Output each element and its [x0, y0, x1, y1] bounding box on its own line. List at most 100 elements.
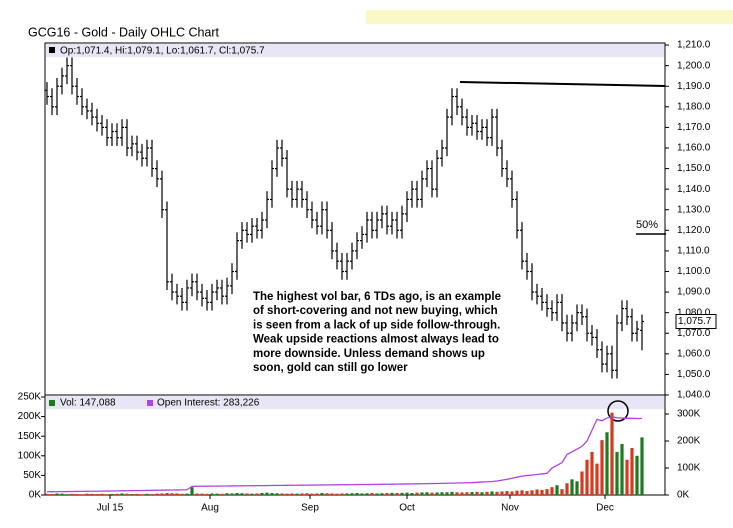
volume-bar	[520, 490, 524, 495]
volume-bar	[495, 491, 499, 495]
ohlc-legend: Op:1,071.4, Hi:1,079.1, Lo:1,061.7, Cl:1…	[60, 46, 265, 57]
volume-bar	[165, 493, 169, 495]
open-interest-line	[46, 416, 643, 493]
y-tick-label: 1,150.0	[677, 163, 711, 174]
volume-bar	[525, 491, 529, 495]
volume-bar	[600, 440, 604, 495]
volume-bar	[400, 492, 404, 495]
annotation: The highest vol bar, 6 TDs ago, is an ex…	[253, 291, 501, 374]
volume-bar	[415, 492, 419, 495]
volume-bar	[490, 491, 494, 495]
volume-bar	[185, 493, 189, 495]
volume-bar	[510, 491, 514, 495]
volume-bar	[460, 492, 464, 495]
volume-bar	[250, 493, 254, 495]
legend-swatch	[49, 47, 55, 53]
volume-bar	[55, 493, 59, 495]
volume-bar	[480, 492, 484, 495]
volume-bar	[310, 493, 314, 495]
highlight-circle	[607, 400, 629, 422]
volume-bar	[70, 493, 74, 495]
volume-bar	[225, 493, 229, 495]
volume-bar	[360, 493, 364, 495]
y-tick-label: 1,080.0	[677, 307, 711, 318]
annotation-line: of short-covering and not new buying, wh…	[253, 305, 498, 317]
annotation-line: more downside. Unless demand shows up	[253, 348, 485, 360]
volume-bar	[170, 493, 174, 495]
volume-bar	[45, 493, 49, 495]
legend-swatch	[147, 400, 153, 406]
volume-bar	[140, 494, 144, 495]
volume-bar	[475, 491, 479, 495]
volume-bar	[445, 492, 449, 495]
volume-bar	[505, 491, 509, 495]
volume-bar	[380, 493, 384, 495]
volume-bar	[430, 492, 434, 495]
volume-bar	[625, 459, 629, 495]
volume-legend: Vol: 147,088	[60, 398, 116, 409]
volume-bar	[605, 432, 609, 495]
volume-bar	[240, 493, 244, 495]
volume-bar	[125, 493, 129, 495]
price-panel	[44, 42, 666, 396]
volume-bar	[580, 471, 584, 495]
volume-bar	[155, 493, 159, 495]
y-tick-label: 1,130.0	[677, 204, 711, 215]
volume-bar	[385, 493, 389, 495]
x-tick-label: Dec	[596, 503, 614, 514]
volume-bar	[340, 493, 344, 495]
vol-y-tick-label: 200K	[18, 411, 42, 422]
last-price-box	[675, 314, 717, 330]
y2-tick-label: 100K	[677, 463, 701, 474]
volume-bar	[365, 493, 369, 495]
y-tick-label: 1,190.0	[677, 81, 711, 92]
vol-y-tick-label: 100K	[18, 450, 42, 461]
volume-bar	[200, 493, 204, 495]
volume-bar	[345, 493, 349, 495]
volume-bar	[425, 492, 429, 495]
volume-bar	[210, 493, 214, 495]
y2-tick-label: 200K	[677, 436, 701, 447]
volume-panel	[44, 394, 666, 496]
volume-bar	[465, 492, 469, 495]
volume-bar	[195, 493, 199, 495]
volume-bar	[110, 494, 114, 495]
y-tick-label: 1,120.0	[677, 225, 711, 236]
x-tick-label: Nov	[501, 503, 519, 514]
volume-bar	[255, 493, 259, 495]
oi-legend: Open Interest: 283,226	[157, 398, 260, 409]
volume-bar	[560, 489, 564, 495]
y-tick-label: 1,160.0	[677, 143, 711, 154]
y2-tick-label: 0K	[677, 490, 690, 501]
volume-bar	[550, 487, 554, 495]
volume-bar	[50, 494, 54, 495]
volume-bar	[405, 492, 409, 495]
volume-bar	[540, 489, 544, 495]
x-tick-label: Oct	[399, 503, 415, 514]
volume-bar	[515, 490, 519, 495]
volume-bar	[595, 463, 599, 495]
volume-bar	[95, 494, 99, 495]
volume-bar	[640, 437, 644, 495]
annotation-line: is seen from a lack of up side follow-th…	[253, 319, 500, 331]
x-tick-label: Jul 15	[97, 503, 124, 514]
vol-y-tick-label: 150K	[18, 431, 42, 442]
volume-bar	[590, 451, 594, 495]
y-tick-label: 1,040.0	[677, 390, 711, 401]
volume-bar	[575, 481, 579, 495]
volume-bar	[615, 451, 619, 495]
annotation-line: soon, gold can still go lower	[253, 362, 408, 374]
volume-bar	[570, 479, 574, 495]
volume-bar	[335, 493, 339, 495]
volume-bar	[620, 444, 624, 495]
volume-bar	[485, 491, 489, 495]
volume-bar	[290, 493, 294, 495]
volume-bar	[440, 492, 444, 495]
volume-bar	[370, 493, 374, 495]
vol-y-tick-label: 0K	[29, 490, 42, 501]
volume-bar	[630, 447, 634, 495]
volume-bar	[100, 493, 104, 495]
volume-bar	[265, 492, 269, 495]
y-tick-label: 1,060.0	[677, 348, 711, 359]
